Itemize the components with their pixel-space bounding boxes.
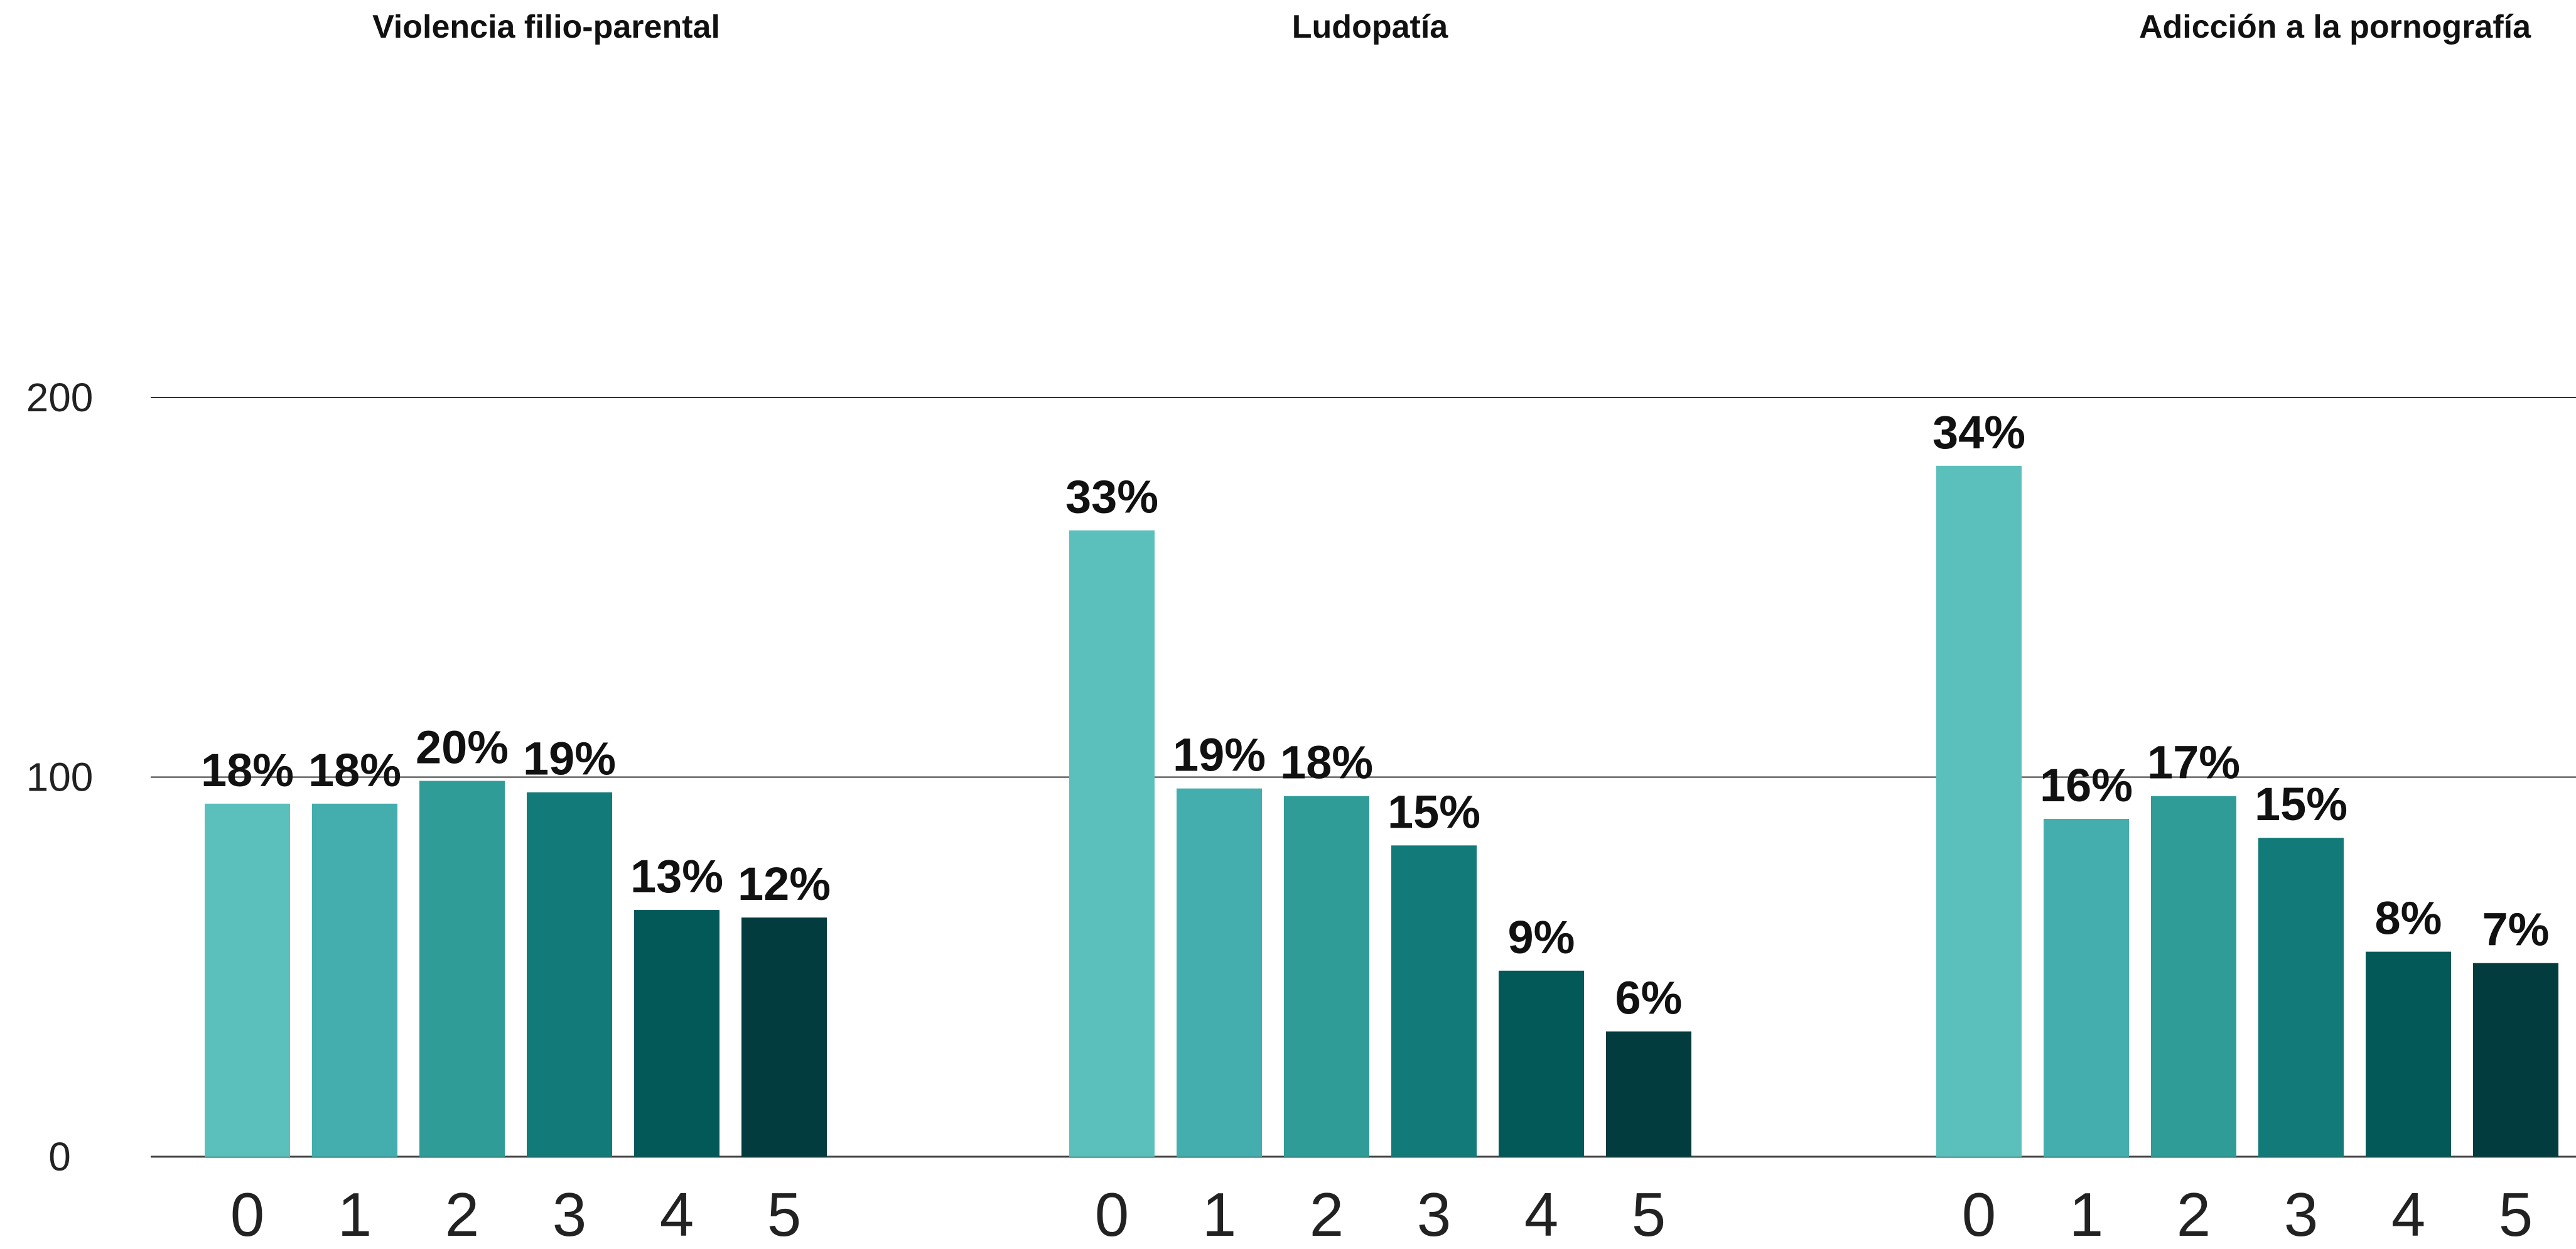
x-tick-label: 5 <box>2499 1180 2533 1246</box>
data-label: 15% <box>1388 786 1480 838</box>
bar <box>2044 818 2129 1157</box>
data-label: 16% <box>2040 759 2133 811</box>
x-tick-label: 3 <box>1417 1180 1452 1246</box>
bar <box>1177 788 1262 1157</box>
panel-title: Ludopatía <box>1292 9 1449 45</box>
x-tick-label: 0 <box>1095 1180 1129 1246</box>
x-tick-label: 3 <box>552 1180 587 1246</box>
bar <box>527 792 612 1157</box>
bar <box>205 803 290 1157</box>
data-label: 34% <box>1932 406 2025 458</box>
data-label: 18% <box>1280 737 1373 789</box>
bar <box>2258 838 2344 1157</box>
x-tick-label: 4 <box>2391 1180 2426 1246</box>
bar <box>1391 845 1477 1157</box>
x-tick-label: 0 <box>1962 1180 1997 1246</box>
x-tick-label: 2 <box>2177 1180 2211 1246</box>
x-tick-label: 1 <box>2069 1180 2104 1246</box>
x-tick-label: 1 <box>1202 1180 1237 1246</box>
bar <box>634 910 719 1157</box>
bar <box>2366 951 2451 1157</box>
data-label: 19% <box>523 733 616 785</box>
data-label: 13% <box>630 850 723 902</box>
data-label: 15% <box>2255 778 2347 830</box>
x-tick-label: 3 <box>2284 1180 2319 1246</box>
x-tick-label: 1 <box>338 1180 372 1246</box>
x-tick-label: 2 <box>1310 1180 1344 1246</box>
y-tick-label: 100 <box>26 755 94 800</box>
bar <box>2473 963 2558 1157</box>
bar <box>2151 796 2236 1157</box>
data-label: 7% <box>2482 904 2550 956</box>
bar <box>741 917 827 1157</box>
bar <box>1499 970 1584 1157</box>
data-label: 18% <box>308 744 401 796</box>
x-tick-label: 5 <box>1632 1180 1666 1246</box>
bar <box>1606 1031 1691 1157</box>
data-label: 18% <box>201 744 294 796</box>
data-label: 20% <box>416 722 509 774</box>
bar <box>1284 796 1369 1157</box>
data-label: 19% <box>1173 729 1266 781</box>
y-tick-label: 200 <box>26 375 94 420</box>
bar <box>419 781 505 1157</box>
bar <box>312 803 397 1157</box>
bar <box>1936 465 2022 1157</box>
x-tick-label: 4 <box>1524 1180 1559 1246</box>
data-label: 6% <box>1615 972 1683 1024</box>
x-tick-label: 4 <box>660 1180 694 1246</box>
panel-title: Violencia filio-parental <box>372 9 720 45</box>
data-label: 17% <box>2147 737 2240 789</box>
data-label: 9% <box>1508 911 1575 963</box>
x-tick-label: 2 <box>445 1180 480 1246</box>
x-tick-label: 5 <box>767 1180 802 1246</box>
y-tick-label: 0 <box>48 1134 71 1179</box>
data-label: 8% <box>2375 892 2442 944</box>
bar <box>1069 530 1155 1157</box>
x-tick-label: 0 <box>230 1180 265 1246</box>
data-label: 12% <box>738 858 831 910</box>
data-label: 33% <box>1065 471 1158 523</box>
panel-title: Adicción a la pornografía <box>2139 9 2531 45</box>
